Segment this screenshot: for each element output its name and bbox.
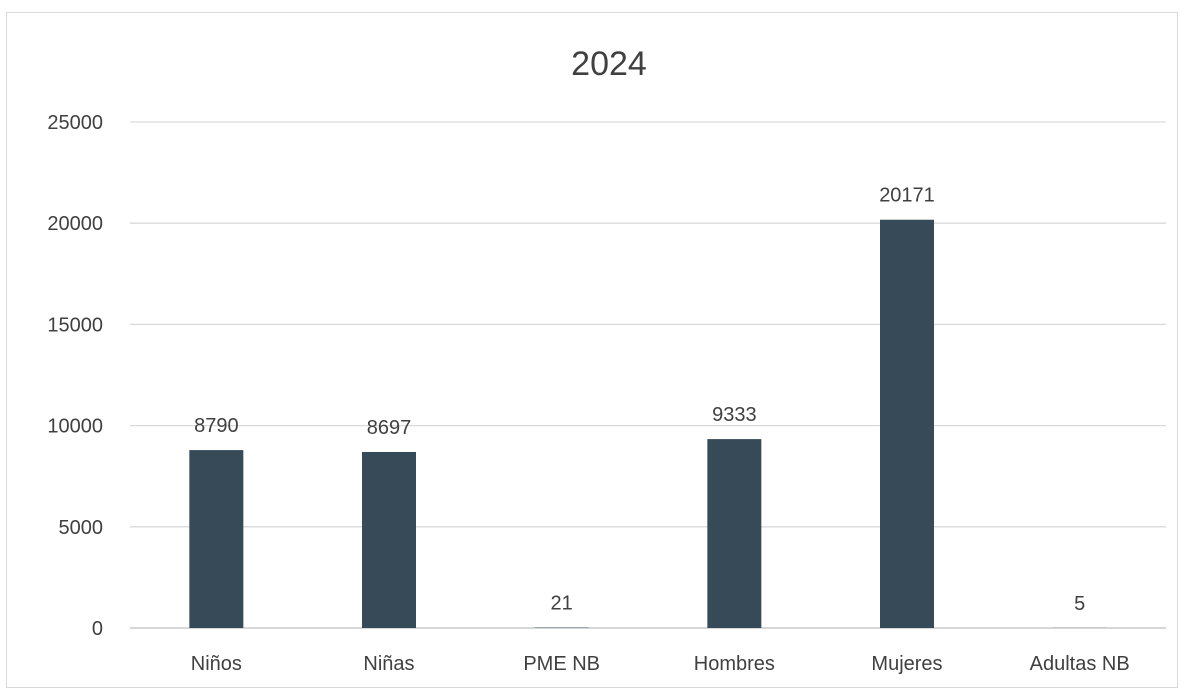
data-label: 5 — [1074, 593, 1085, 615]
gridlines — [130, 121, 1166, 629]
y-tick-label: 10000 — [47, 416, 103, 438]
data-label: 9333 — [712, 404, 757, 426]
data-label: 20171 — [879, 185, 935, 207]
chart-title: 2024 — [571, 45, 647, 83]
bar — [189, 450, 244, 628]
y-axis-tick-labels: 0 5000 10000 15000 20000 25000 — [47, 112, 103, 640]
category-label: Niñas — [363, 653, 414, 675]
y-tick-label: 15000 — [47, 314, 103, 336]
y-tick-label: 20000 — [47, 213, 103, 235]
data-labels: 8790 8697 21 9333 20171 5 — [194, 185, 1085, 615]
bars — [189, 219, 1107, 628]
category-label: Mujeres — [871, 653, 942, 675]
category-label: Adultas NB — [1030, 653, 1130, 675]
bar — [880, 219, 934, 628]
bar — [362, 451, 416, 628]
data-label: 8697 — [367, 417, 412, 439]
y-tick-label: 0 — [92, 618, 103, 640]
y-tick-label: 25000 — [47, 112, 103, 134]
category-label: PME NB — [523, 653, 600, 675]
y-tick-label: 5000 — [59, 517, 104, 539]
data-label: 8790 — [194, 415, 239, 437]
data-label: 21 — [551, 593, 573, 615]
bar — [707, 439, 762, 628]
category-label: Hombres — [694, 653, 775, 675]
category-label: Niños — [191, 653, 242, 675]
x-axis-category-labels: Niños Niñas PME NB Hombres Mujeres Adultas NB — [191, 653, 1130, 675]
